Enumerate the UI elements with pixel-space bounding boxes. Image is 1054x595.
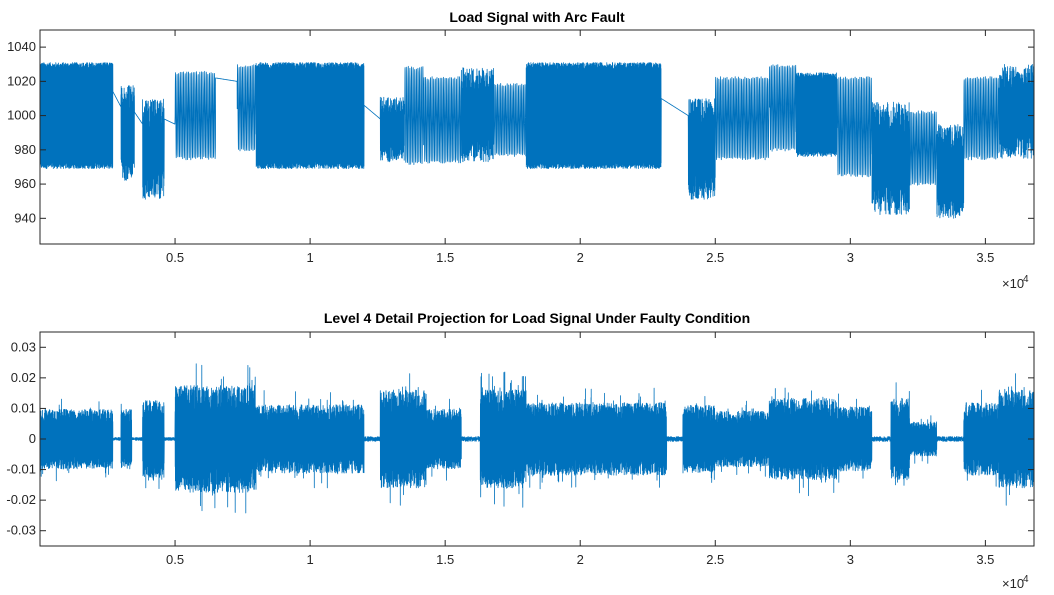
y-tick-label: 0.01 [11,400,36,415]
y-tick-label: 1020 [7,73,36,88]
y-tick-label: 1040 [7,39,36,54]
y-tick-label: 0.03 [11,339,36,354]
x-tick-label: 2 [577,250,584,265]
x-tick-label: 3.5 [976,552,994,567]
x-tick-label: 0.5 [166,250,184,265]
svg-text:×10: ×10 [1002,276,1024,291]
y-tick-label: -0.01 [6,462,36,477]
x-axis-ticks: 0.5 1 1.5 2 2.5 3 3.5 [166,30,994,265]
series-line [39,62,1035,219]
y-axis-ticks: 940 960 980 1000 1020 1040 [7,39,1034,225]
y-tick-label: 0.02 [11,370,36,385]
y-tick-label: -0.03 [6,523,36,538]
y-tick-label: 1000 [7,108,36,123]
chart-load-signal: Load Signal with Arc Fault 0.5 1 1.5 2 2.5 3 3… [7,9,1035,291]
x-axis-ticks: 0.5 1 1.5 2 2.5 3 3.5 [166,332,994,567]
x-tick-label: 1 [306,250,313,265]
x-tick-label: 3 [847,250,854,265]
chart-title: Level 4 Detail Projection for Load Signa… [324,310,750,326]
x-tick-label: 1.5 [436,250,454,265]
x-tick-label: 2.5 [706,552,724,567]
y-tick-label: -0.02 [6,492,36,507]
y-tick-label: 960 [14,176,36,191]
x-exponent-label: ×10 4 [1002,574,1029,591]
x-tick-label: 2 [577,552,584,567]
series-polyline [39,62,1035,219]
chart-detail-projection: Level 4 Detail Projection for Load Signa… [6,310,1035,591]
x-tick-label: 3.5 [976,250,994,265]
x-exponent-label: ×10 4 [1002,274,1029,291]
x-tick-label: 0.5 [166,552,184,567]
y-tick-label: 980 [14,142,36,157]
y-tick-label: 0 [29,431,36,446]
svg-text:4: 4 [1023,274,1029,285]
svg-text:×10: ×10 [1002,576,1024,591]
x-tick-label: 3 [847,552,854,567]
chart-title: Load Signal with Arc Fault [449,9,625,25]
series-polyline [39,363,1035,514]
x-tick-label: 2.5 [706,250,724,265]
x-tick-label: 1 [306,552,313,567]
y-tick-label: 940 [14,210,36,225]
svg-text:4: 4 [1023,574,1029,585]
series-line [39,363,1035,514]
x-tick-label: 1.5 [436,552,454,567]
axes-box [39,29,1035,245]
y-axis-ticks: -0.03 -0.02 -0.01 0 0.01 0.02 0.03 [6,339,1034,538]
